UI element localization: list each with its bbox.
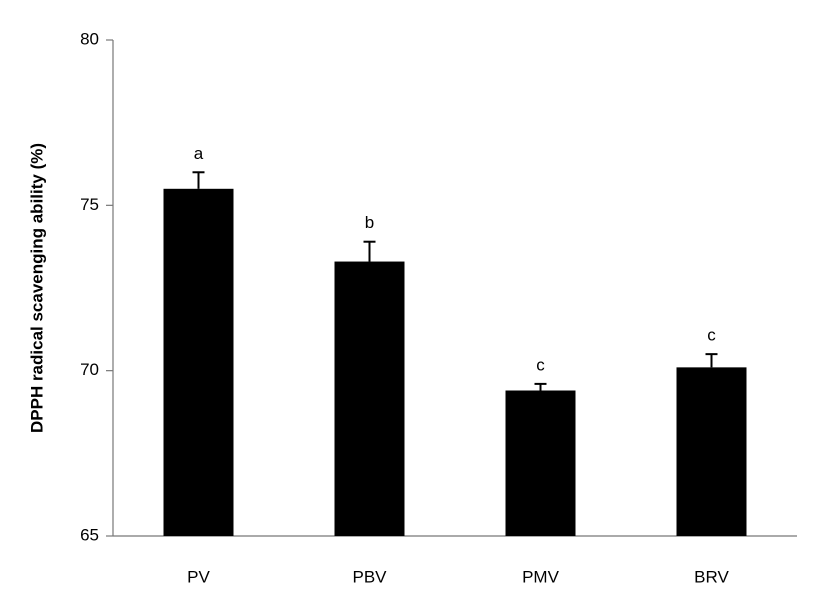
x-tick-label: PBV [352, 567, 387, 586]
annotation: b [365, 213, 374, 232]
y-tick-label: 75 [80, 195, 99, 214]
x-tick-label: BRV [694, 567, 729, 586]
x-tick-label: PV [187, 567, 210, 586]
y-tick-label: 65 [80, 525, 99, 544]
annotation: c [536, 355, 545, 374]
y-tick-label: 80 [80, 29, 99, 48]
bar [505, 390, 576, 536]
x-tick-label: PMV [522, 567, 560, 586]
bar [163, 188, 234, 537]
annotation: c [707, 326, 716, 345]
bar [334, 261, 405, 536]
bar [676, 367, 747, 536]
annotation: a [194, 144, 204, 163]
y-tick-label: 70 [80, 360, 99, 379]
y-axis-label: DPPH radical scavenging ability (%) [27, 143, 46, 433]
